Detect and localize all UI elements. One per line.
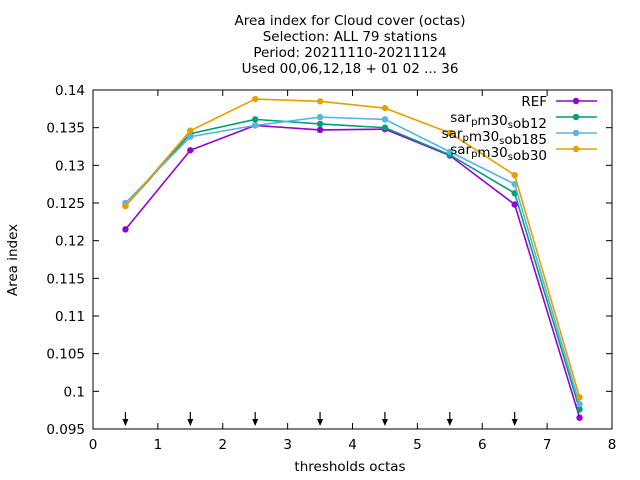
legend-entry: sarpm30sob185	[442, 126, 597, 148]
data-point	[187, 147, 194, 154]
data-point	[187, 133, 194, 140]
chart-title: Area index for Cloud cover (octas) Selec…	[235, 13, 466, 77]
data-point	[251, 95, 259, 103]
x-tick-label: 8	[608, 437, 617, 453]
y-tick-label: 0.105	[46, 347, 85, 363]
data-point	[511, 201, 518, 208]
legend-swatch-point	[572, 145, 580, 153]
legend-entry: sarpm30sob12	[450, 110, 597, 132]
series-sar_pm30_sob30	[122, 95, 583, 401]
legend-swatch-point	[572, 129, 580, 137]
x-axis-label: thresholds octas	[294, 459, 405, 475]
data-point	[316, 98, 324, 105]
series-line	[124, 118, 581, 410]
title-line-1: Area index for Cloud cover (octas)	[235, 13, 466, 29]
data-point	[576, 400, 583, 408]
data-point	[576, 406, 583, 413]
data-point	[576, 414, 583, 421]
data-point	[316, 120, 324, 128]
threshold-arrow	[252, 412, 259, 426]
threshold-arrow	[317, 412, 324, 426]
y-tick-label: 0.125	[46, 196, 85, 212]
threshold-arrow	[122, 412, 129, 426]
y-tick-label: 0.11	[55, 309, 85, 325]
title-line-3: Period: 20211110-20211124	[253, 45, 446, 61]
y-tick-label: 0.095	[46, 422, 85, 438]
data-point	[446, 129, 454, 137]
axes: 0 1 2 3 4 5 6 7 8 0.095 0.1 0.105 0.11 0.115 0.12 0.125…	[46, 83, 616, 453]
threshold-arrow	[381, 412, 388, 426]
legend-entry: REF	[521, 94, 597, 110]
y-tick-label: 0.135	[46, 121, 85, 137]
threshold-arrow	[511, 412, 518, 426]
x-tick-label: 6	[478, 437, 487, 453]
x-tick-label: 4	[348, 437, 357, 453]
x-tick-label: 1	[154, 437, 163, 453]
data-point	[576, 394, 583, 401]
series-line	[124, 98, 581, 398]
data-point	[187, 127, 194, 134]
title-line-2: Selection: ALL 79 stations	[263, 29, 438, 45]
x-tick-label: 2	[218, 437, 227, 453]
data-point	[251, 116, 259, 123]
data-point	[511, 171, 518, 179]
legend-entry: sarpm30sob30	[450, 142, 597, 164]
data-point	[381, 116, 389, 123]
threshold-arrow	[187, 412, 194, 426]
x-tick-label: 5	[413, 437, 422, 453]
threshold-arrows	[122, 412, 518, 426]
y-axis-label: Area index	[5, 224, 21, 296]
data-point	[251, 122, 259, 129]
threshold-arrow	[446, 412, 453, 426]
y-tick-label: 0.1	[64, 384, 85, 400]
series-line	[124, 116, 581, 405]
legend-swatch-point	[572, 97, 580, 105]
legend-label: REF	[521, 94, 547, 110]
y-tick-label: 0.13	[55, 158, 85, 174]
y-tick-label: 0.14	[55, 83, 85, 99]
data-point	[316, 126, 324, 134]
data-point	[381, 104, 389, 112]
data-point	[381, 124, 389, 131]
legend-label: sarpm30sob30	[450, 142, 547, 164]
data-point	[316, 113, 324, 121]
y-tick-label: 0.115	[46, 271, 85, 287]
legend-label: sarpm30sob12	[450, 110, 547, 132]
series-sar_pm30_sob185	[122, 113, 583, 408]
data-point	[122, 202, 129, 210]
series-REF	[122, 122, 583, 421]
x-tick-label: 7	[543, 437, 552, 453]
series-line	[124, 124, 581, 418]
data-point	[122, 226, 129, 233]
y-tick-label: 0.12	[55, 234, 85, 250]
series-group	[122, 95, 583, 421]
legend-label: sarpm30sob185	[442, 126, 547, 148]
title-line-4: Used 00,06,12,18 + 01 02 ... 36	[242, 61, 459, 77]
x-tick-label: 3	[283, 437, 292, 453]
x-tick-label: 0	[89, 437, 98, 453]
data-point	[446, 148, 454, 155]
legend-swatch-point	[572, 113, 580, 121]
